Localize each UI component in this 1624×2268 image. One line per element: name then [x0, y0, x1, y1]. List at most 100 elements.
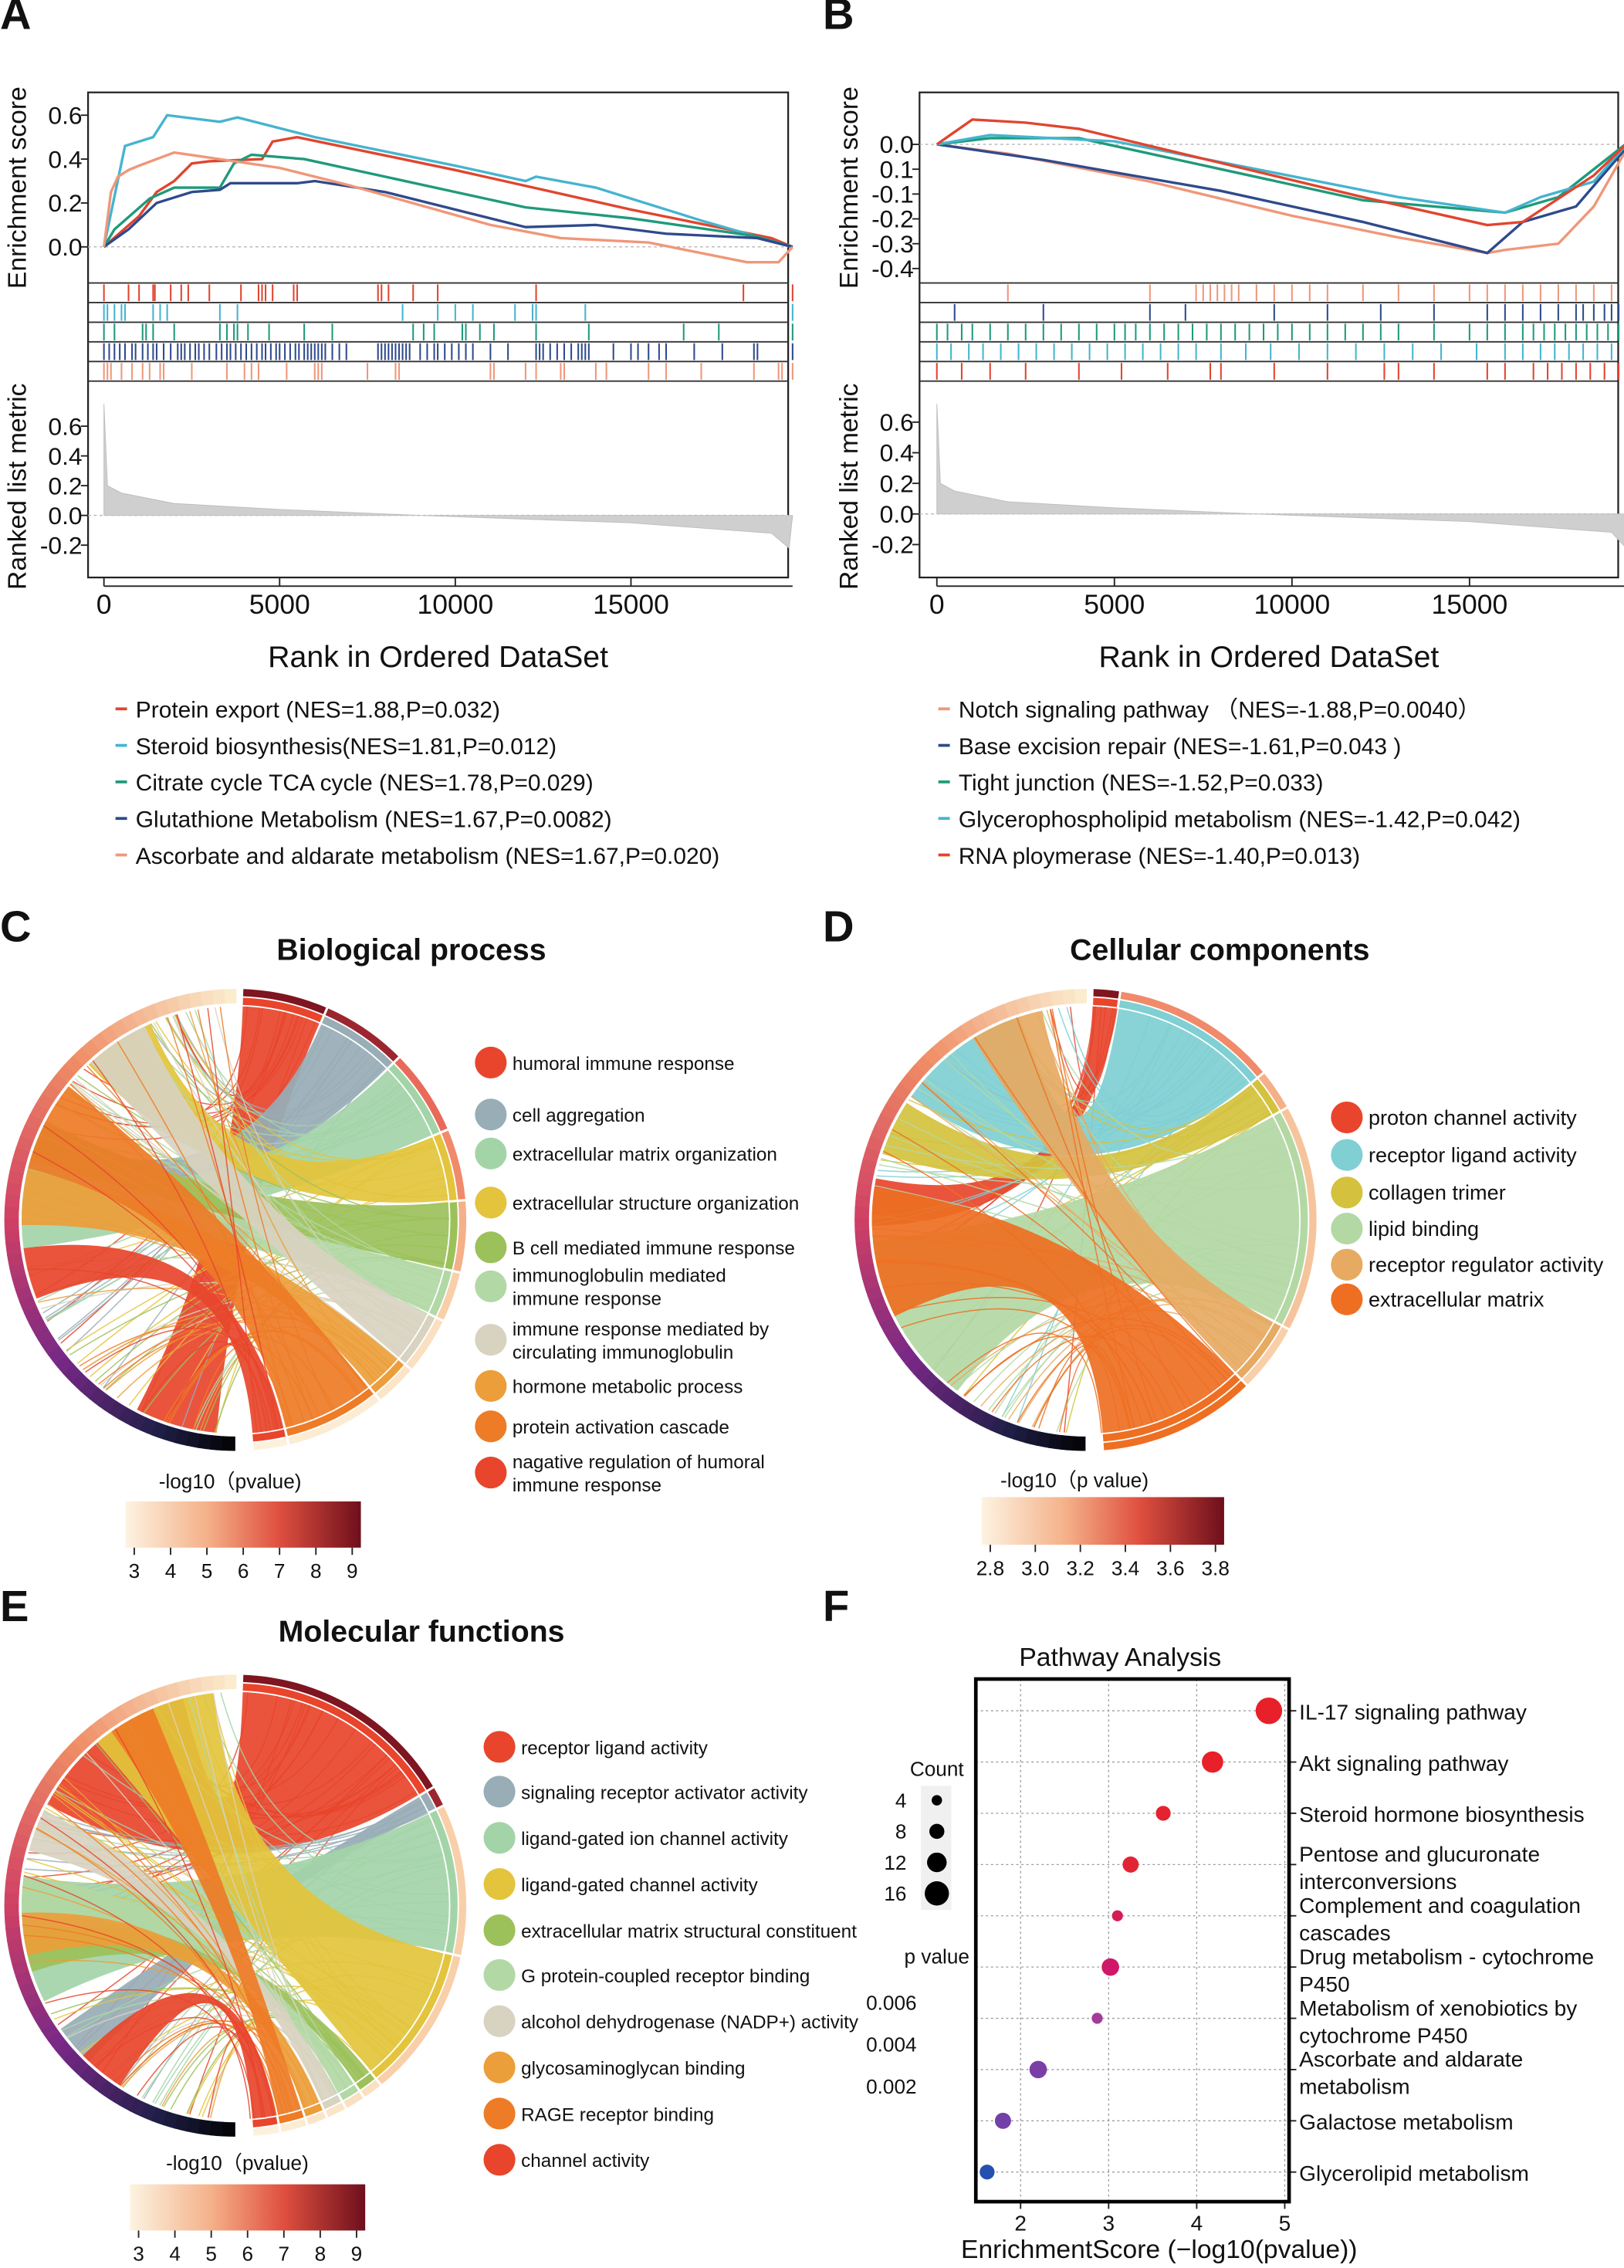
es-line-0 — [103, 135, 793, 249]
es-line-1 — [936, 143, 1624, 255]
chord-link — [197, 1009, 313, 1420]
legend-label: ligand-gated ion channel activity — [521, 1829, 789, 1850]
term-ring-9 — [252, 1429, 286, 1442]
chord-link — [1051, 1008, 1158, 1422]
chord-link — [103, 1332, 289, 1427]
gene-ring-segment — [34, 1327, 54, 1346]
chord-link — [876, 1261, 1153, 1423]
colorbar-tick-label: 6 — [242, 2243, 253, 2266]
y-tick-label: Akt signaling pathway — [1299, 1752, 1508, 1775]
y-tick-label: Glycerolipid metabolism — [1299, 2161, 1529, 2185]
legend-dot — [483, 1914, 516, 1947]
chord-link — [22, 1914, 273, 2117]
y-tick-label-line: Complement and coagulation — [1299, 1894, 1581, 1918]
chord-link — [184, 1698, 396, 2048]
legend-label: protein activation cascade — [513, 1417, 729, 1438]
panel-label-e: E — [0, 1583, 29, 1632]
colorbar-tick-label: 8 — [315, 2243, 326, 2266]
x-axis-title: EnrichmentScore (−log10(pvalue)) — [961, 2236, 1358, 2264]
gene-ring-segment — [99, 1711, 119, 1731]
gene-ring-segment — [198, 1434, 213, 1450]
colorbar — [981, 1497, 1224, 1545]
term-ring-2 — [388, 1064, 440, 1135]
legend-label-line: immune response — [513, 1289, 661, 1310]
chart-title: Biological process — [276, 933, 546, 967]
legend-label-line: circulating immunoglobulin — [513, 1342, 733, 1363]
legend-dot — [483, 1958, 516, 1992]
term-ring-6 — [400, 1315, 435, 1363]
term-pvalue-ring — [442, 1130, 465, 1200]
gene-ring-segment — [210, 1435, 225, 1451]
metric-tick-label: 0.2 — [880, 469, 914, 497]
legend-label: extracellular matrix structural constitu… — [521, 1921, 857, 1942]
gene-ring-segment — [7, 1938, 24, 1954]
term-ring-2 — [429, 1810, 458, 1954]
gene-ring-segment — [162, 1425, 180, 1444]
y-tick-label-line: P450 — [1299, 1972, 1350, 1996]
term-ring-4 — [356, 2073, 375, 2090]
gene-ring-segment — [1013, 1425, 1030, 1444]
colorbar-title: -log10（pvalue) — [166, 2151, 309, 2175]
es-tick-label: 0.1 — [880, 155, 914, 183]
metric-tick-label: 0.4 — [48, 442, 82, 470]
term-ring-6 — [322, 2094, 341, 2110]
chord-link — [59, 1782, 293, 2112]
chord-link — [167, 1702, 323, 2101]
legend-dot — [475, 1270, 507, 1302]
term-pvalue-ring — [1243, 1326, 1289, 1385]
legend-label: extracellular structure organization — [513, 1193, 799, 1214]
legend-label: extracellular matrix organization — [513, 1145, 777, 1166]
term-ring-3 — [371, 1953, 452, 2078]
term-ring-0 — [1093, 997, 1118, 1007]
term-pvalue-ring — [1281, 1108, 1317, 1329]
colorbar-tick-label: 9 — [351, 2243, 363, 2266]
gene-ring-segment — [905, 1355, 925, 1375]
gene-ring-segment — [921, 1372, 941, 1392]
gene-ring-segment — [80, 1039, 100, 1059]
chord-link — [189, 1010, 376, 1382]
size-legend-dot — [927, 1852, 947, 1873]
legend-label: Tight junction (NES=-1.52,P=0.033) — [959, 770, 1324, 796]
chart-title: Cellular components — [1070, 933, 1369, 967]
chord-link — [53, 1792, 387, 2058]
chord-link — [32, 1151, 278, 1430]
es-tick-label: -0.3 — [871, 230, 914, 258]
chord-ribbon-9 — [83, 1992, 276, 2119]
colorbar-tick-label: 3 — [129, 1559, 140, 1583]
chord-link — [47, 1803, 288, 2114]
chord-ribbon-5 — [22, 1875, 354, 2093]
data-point — [1202, 1751, 1223, 1773]
gene-ring-segment — [222, 2121, 235, 2137]
legend-dot — [1331, 1212, 1363, 1245]
es-tick-label: 0.6 — [48, 101, 82, 129]
metric-tick-label: 0.4 — [880, 439, 914, 467]
colorbar-tick-label: 5 — [205, 2243, 217, 2266]
colorbar — [125, 1501, 361, 1548]
legend-label: signaling receptor activator activity — [521, 1782, 808, 1803]
gene-ring-segment — [1048, 1434, 1064, 1450]
es-tick-label: 0.4 — [48, 145, 82, 173]
chord-link — [949, 1054, 1247, 1131]
legend-dot — [475, 1410, 507, 1443]
size-legend-dot — [925, 1881, 949, 1906]
gene-ring-segment — [4, 1892, 19, 1906]
term-pvalue-ring — [325, 1008, 399, 1061]
chord-link — [946, 1332, 1102, 1434]
gene-ring-segment — [72, 1047, 92, 1067]
size-legend-label: 8 — [895, 1820, 907, 1843]
chord-ribbon-6 — [29, 1809, 337, 2102]
panel-label-a: A — [0, 0, 32, 39]
gene-ring-segment — [5, 1880, 21, 1894]
legend-label: alcohol dehydrogenase (NADP+) activity — [521, 2012, 859, 2033]
gene-ring-segment — [854, 1194, 871, 1209]
chord-link — [988, 1264, 1293, 1411]
gene-ring-segment — [1037, 991, 1053, 1008]
term-ring-1 — [322, 1016, 393, 1068]
colorbar-title: -log10（pvalue) — [159, 1470, 302, 1493]
metric-tick-label: 0.6 — [880, 408, 914, 436]
legend-label: receptor regulator activity — [1369, 1253, 1604, 1277]
es-line-4 — [102, 151, 794, 264]
legend-dot — [483, 1868, 516, 1901]
